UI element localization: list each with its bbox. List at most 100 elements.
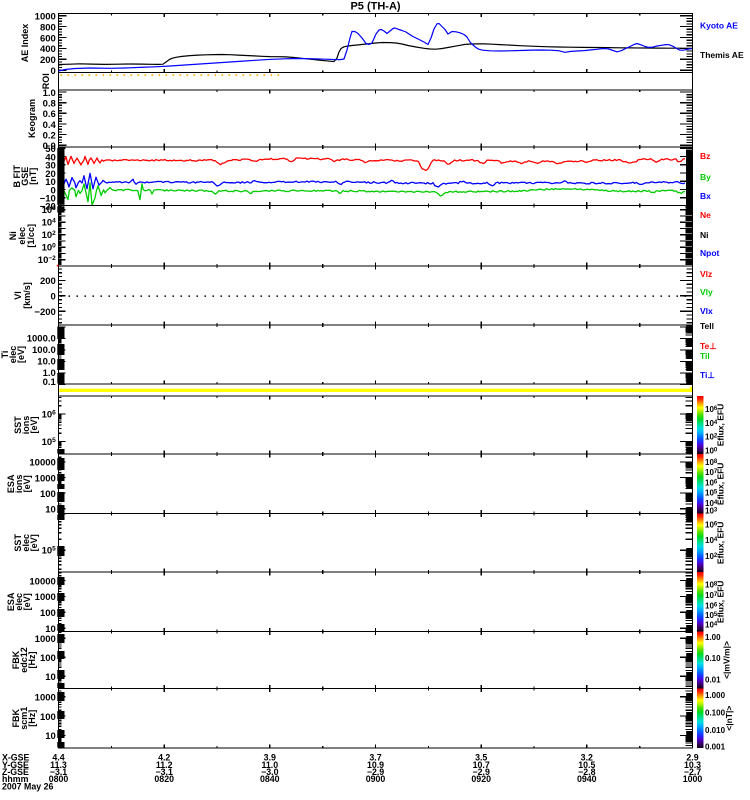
svg-text:100: 100 <box>40 489 56 500</box>
svg-text:Vly: Vly <box>700 287 713 297</box>
svg-text:10.9: 10.9 <box>367 760 384 770</box>
svg-text:0.001: 0.001 <box>705 742 726 751</box>
svg-text:1000: 1000 <box>35 693 56 704</box>
svg-text:elec: elec <box>21 534 31 552</box>
svg-text:102: 102 <box>705 552 718 561</box>
svg-text:0.8: 0.8 <box>43 99 56 110</box>
svg-text:800: 800 <box>40 22 56 33</box>
svg-text:[eV]: [eV] <box>16 346 26 363</box>
svg-text:Themis AE: Themis AE <box>700 50 744 60</box>
svg-text:0: 0 <box>51 292 56 303</box>
svg-text:102: 102 <box>42 230 57 241</box>
svg-text:0820: 0820 <box>154 774 174 784</box>
svg-text:4.4: 4.4 <box>52 753 64 763</box>
svg-text:1.0: 1.0 <box>43 368 56 379</box>
svg-text:102: 102 <box>705 433 718 442</box>
svg-text:106: 106 <box>42 205 57 216</box>
svg-text:104: 104 <box>705 621 718 630</box>
svg-text:[eV]: [eV] <box>22 475 32 492</box>
svg-text:2.9: 2.9 <box>686 753 698 763</box>
svg-text:10: 10 <box>45 731 56 742</box>
svg-text:10.3: 10.3 <box>684 760 701 770</box>
svg-text:SST: SST <box>13 416 23 434</box>
svg-text:ions: ions <box>21 416 31 435</box>
svg-text:100: 100 <box>40 712 56 723</box>
svg-text:elec: elec <box>14 593 24 611</box>
svg-text:Ni: Ni <box>8 231 18 240</box>
svg-text:1.0: 1.0 <box>43 88 56 99</box>
svg-text:Ni: Ni <box>700 230 709 240</box>
svg-text:1000.0: 1000.0 <box>27 333 56 344</box>
svg-text:0920: 0920 <box>471 774 491 784</box>
svg-text:40: 40 <box>45 152 56 163</box>
svg-text:105: 105 <box>42 437 57 448</box>
svg-text:−10: −10 <box>40 194 56 205</box>
svg-text:Z-GSE: Z-GSE <box>2 767 29 777</box>
svg-text:11.0: 11.0 <box>261 760 278 770</box>
svg-text:10: 10 <box>45 177 56 188</box>
svg-text:−2.7: −2.7 <box>684 767 701 777</box>
svg-text:103: 103 <box>705 507 718 516</box>
svg-text:1000: 1000 <box>35 592 56 603</box>
svg-text:105: 105 <box>705 489 718 498</box>
svg-text:scm1: scm1 <box>19 707 29 730</box>
svg-text:106: 106 <box>705 405 718 414</box>
svg-text:0.100: 0.100 <box>705 709 726 718</box>
svg-text:elec: elec <box>17 227 27 245</box>
svg-text:Eflux, EFU: Eflux, EFU <box>716 522 726 565</box>
svg-text:Ne: Ne <box>700 210 711 220</box>
svg-text:−3.1: −3.1 <box>156 767 173 777</box>
svg-text:AE Index: AE Index <box>20 24 30 63</box>
svg-text:ESA: ESA <box>6 592 16 611</box>
svg-text:11.2: 11.2 <box>156 760 173 770</box>
svg-text:Bx: Bx <box>700 191 711 201</box>
svg-text:Ti: Ti <box>0 351 10 359</box>
svg-text:1.00: 1.00 <box>705 633 721 642</box>
svg-text:100: 100 <box>705 446 718 455</box>
svg-text:4.2: 4.2 <box>158 753 170 763</box>
svg-text:0940: 0940 <box>577 774 597 784</box>
svg-text:1.000: 1.000 <box>705 691 726 700</box>
svg-text:Te⊥: Te⊥ <box>700 341 717 351</box>
svg-text:100: 100 <box>40 653 56 664</box>
svg-text:10: 10 <box>45 505 56 516</box>
svg-text:10000: 10000 <box>29 576 55 587</box>
svg-text:0.2: 0.2 <box>43 130 56 141</box>
svg-text:Eflux, EFU: Eflux, EFU <box>716 463 726 506</box>
svg-text:100: 100 <box>42 243 57 254</box>
svg-text:0.1: 0.1 <box>43 377 57 388</box>
svg-text:−3.0: −3.0 <box>261 767 278 777</box>
svg-text:[eV]: [eV] <box>22 593 32 610</box>
svg-text:200: 200 <box>40 55 56 66</box>
svg-text:Y-GSE: Y-GSE <box>2 760 29 770</box>
svg-text:0.0: 0.0 <box>43 141 56 152</box>
svg-text:hhmm: hhmm <box>2 774 29 784</box>
svg-text:−2.9: −2.9 <box>367 767 384 777</box>
svg-text:Eflux, EFU: Eflux, EFU <box>716 581 726 624</box>
svg-text:108: 108 <box>705 458 718 467</box>
svg-text:105: 105 <box>42 546 57 557</box>
svg-text:GSE: GSE <box>20 167 30 186</box>
svg-text:Bz: Bz <box>700 151 710 161</box>
svg-text:0.6: 0.6 <box>43 109 56 120</box>
svg-text:X-GSE: X-GSE <box>2 753 30 763</box>
svg-text:104: 104 <box>705 536 718 545</box>
svg-text:3.5: 3.5 <box>475 753 487 763</box>
svg-text:30: 30 <box>45 161 56 172</box>
svg-text:<|mV/m|>: <|mV/m|> <box>722 641 732 679</box>
svg-text:10.7: 10.7 <box>473 760 490 770</box>
svg-text:10: 10 <box>45 672 56 683</box>
svg-text:Tell: Tell <box>700 321 714 331</box>
svg-text:FBK: FBK <box>11 708 21 727</box>
svg-text:ESA: ESA <box>6 474 16 493</box>
svg-text:3.7: 3.7 <box>369 753 381 763</box>
svg-text:Keogram: Keogram <box>27 99 37 138</box>
svg-text:1000: 1000 <box>683 774 703 784</box>
svg-text:−200: −200 <box>34 307 55 318</box>
svg-text:100: 100 <box>40 608 56 619</box>
svg-text:[nT]: [nT] <box>28 168 38 185</box>
svg-text:104: 104 <box>42 218 57 229</box>
svg-text:0840: 0840 <box>260 774 280 784</box>
svg-text:Til: Til <box>700 351 710 361</box>
svg-text:0.10: 0.10 <box>705 654 721 663</box>
